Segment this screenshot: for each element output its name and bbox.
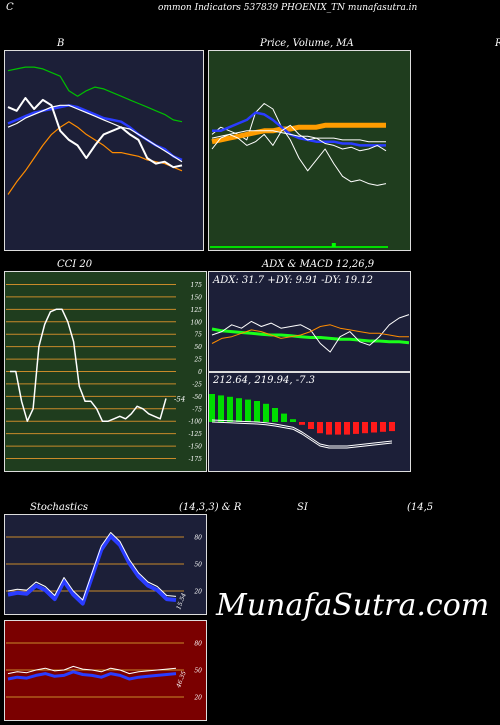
macd-histogram-bar: [263, 403, 269, 422]
cci-tick-label: -75: [192, 406, 202, 413]
stoch-tick-label: 20: [193, 589, 202, 596]
cci-tick-label: 0: [198, 369, 202, 376]
cci-tick-label: 50: [194, 344, 202, 351]
macd-histogram-bar: [344, 422, 350, 435]
macd-histogram-bar: [227, 396, 233, 422]
rsi-params: (14,5: [407, 502, 434, 513]
title-stochastics: Stochastics: [30, 502, 88, 513]
stochastics-params: (14,3,3) & R: [179, 502, 242, 513]
macd-histogram-bar: [281, 413, 287, 422]
title-price-ma: Price, Volume, MA: [260, 38, 354, 49]
macd-histogram-bar: [218, 395, 224, 422]
cci-line: [10, 308, 167, 422]
price-series-3: [211, 130, 386, 143]
cci-tick-label: 175: [191, 282, 203, 289]
cci-tick-label: 25: [193, 357, 202, 364]
macd-histogram-bar: [326, 422, 332, 435]
cci-panel: 175 150 125 100 75 50 25 0 -25 -50 -75 -100 -125 -150…: [4, 271, 207, 472]
price-ma-panel: [208, 50, 411, 251]
macd-histogram-bar: [308, 422, 314, 429]
adx-panel: [208, 271, 411, 372]
rsi-panel: 80 50 20 46.35: [4, 620, 207, 721]
price-series-1: [211, 122, 386, 145]
adx-series-2: [211, 324, 409, 344]
title-cci: CCI 20: [57, 259, 93, 270]
macd-histogram-bar: [272, 408, 278, 422]
macd-histogram-bar: [380, 422, 386, 432]
macd-signal-line: [211, 419, 393, 447]
price-series-2: [212, 111, 386, 147]
cci-tick-label: -175: [189, 456, 203, 463]
rsi-tick-label: 80: [194, 641, 202, 648]
macd-histogram-bar: [371, 422, 377, 433]
bollinger-series-2: [7, 104, 183, 163]
adx-series-1: [211, 314, 410, 353]
edge-label-r: R: [495, 38, 500, 49]
bollinger-series-4: [7, 97, 183, 169]
macd-histogram-bar: [299, 422, 305, 425]
macd-panel: [208, 372, 411, 472]
macd-histogram-bar: [389, 422, 395, 432]
stoch-tick-label: 50: [194, 562, 202, 569]
macd-histogram-bar: [245, 399, 251, 422]
stoch-d-line: [7, 534, 177, 606]
title-rsi: SI: [297, 502, 308, 513]
macd-histogram-bar: [335, 422, 341, 435]
macd-line: [211, 421, 393, 449]
bollinger-series-0: [7, 66, 183, 123]
cci-tick-label: -25: [192, 381, 202, 388]
adx-series-0: [211, 327, 410, 345]
cci-tick-label: -50: [192, 394, 202, 401]
stoch-tick-label: 80: [194, 535, 202, 542]
cci-tick-label: 125: [191, 307, 203, 314]
macd-histogram-bar: [236, 398, 242, 422]
title-bollinger: B: [57, 38, 65, 49]
cci-last-label: -54: [174, 395, 185, 403]
macd-histogram-bar: [254, 401, 260, 422]
bollinger-panel: [4, 50, 204, 251]
rsi-smooth-line: [7, 665, 177, 675]
cci-tick-label: 100: [191, 319, 203, 326]
panel-background: [4, 50, 204, 251]
volume-bar: [331, 243, 336, 247]
macd-histogram-bar: [209, 394, 215, 422]
cci-tick-label: 75: [194, 332, 202, 339]
cci-tick-label: -150: [189, 444, 203, 451]
cci-tick-label: -100: [189, 419, 203, 426]
panel-background: [208, 271, 411, 372]
macd-readout: 212.64, 219.94, -7.3: [213, 375, 315, 386]
cci-tick-label: -125: [189, 431, 203, 438]
macd-histogram-bar: [362, 422, 368, 434]
header-c-label: C: [6, 2, 14, 13]
stoch-k-line: [7, 532, 177, 601]
adx-readout: ADX: 31.7 +DY: 9.91 -DY: 19.12: [213, 275, 374, 286]
price-series-4: [211, 124, 387, 152]
macd-histogram-bar: [317, 422, 323, 434]
macd-histogram-bar: [353, 422, 359, 434]
rsi-tick-label: 50: [194, 668, 202, 675]
cci-tick-label: 150: [191, 294, 203, 301]
panel-background: [208, 50, 411, 251]
rsi-line: [7, 670, 177, 681]
stochastics-panel: 80 50 20 15.54: [4, 514, 207, 615]
watermark: MunafaSutra.com: [216, 588, 490, 623]
title-adx-macd: ADX & MACD 12,26,9: [262, 259, 375, 270]
rsi-tick-label: 20: [193, 695, 202, 702]
header-title: ommon Indicators 537839 PHOENIX_TN munaf…: [158, 3, 418, 13]
macd-histogram-bar: [290, 419, 296, 422]
